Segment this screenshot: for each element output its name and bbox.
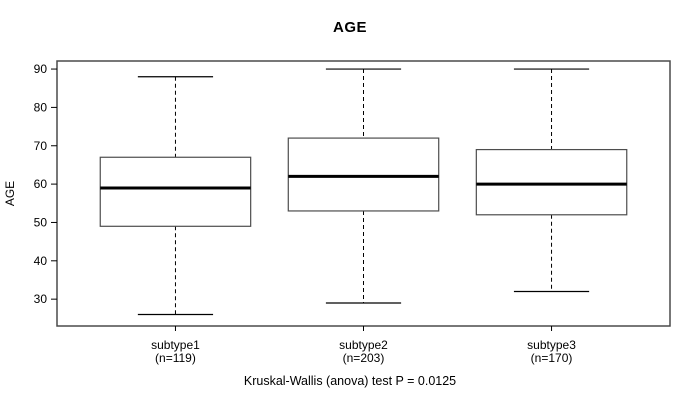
iqr-box	[287, 137, 440, 212]
y-tick-label: 50	[34, 215, 48, 229]
boxplot-subtype1: subtype1(n=119)	[99, 76, 252, 365]
y-tick-label: 90	[34, 62, 48, 76]
boxplot-subtype2: subtype2(n=203)	[287, 68, 440, 365]
stat-annotation: Kruskal-Wallis (anova) test P = 0.0125	[243, 374, 457, 388]
y-axis: 30 40 50 60 70 80 90	[34, 62, 57, 306]
chart-title: AGE	[332, 19, 367, 36]
category-sublabel: (n=170)	[531, 351, 573, 365]
iqr-box	[475, 148, 628, 216]
y-axis-title: AGE	[3, 181, 17, 206]
y-tick-label: 60	[34, 177, 48, 191]
y-tick-label: 70	[34, 139, 48, 153]
category-sublabel: (n=119)	[155, 351, 196, 365]
category-label: subtype2	[339, 338, 388, 352]
category-label: subtype3	[527, 338, 576, 352]
y-tick-label: 80	[34, 100, 48, 114]
y-tick-label: 30	[34, 292, 48, 306]
iqr-box	[99, 156, 252, 227]
boxplot-subtype3: subtype3(n=170)	[475, 68, 628, 365]
y-tick-label: 40	[34, 254, 48, 268]
category-label: subtype1	[151, 338, 200, 352]
category-sublabel: (n=203)	[343, 351, 385, 365]
